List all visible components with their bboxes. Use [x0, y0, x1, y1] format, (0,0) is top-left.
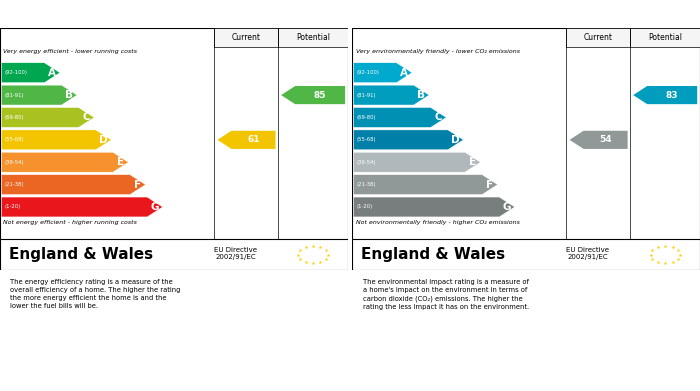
Text: Very energy efficient - lower running costs: Very energy efficient - lower running co… [4, 49, 137, 54]
Text: (55-68): (55-68) [4, 137, 24, 142]
Text: E: E [117, 157, 124, 167]
Bar [631, 28, 700, 47]
Text: A: A [400, 68, 408, 78]
Text: Energy Efficiency Rating: Energy Efficiency Rating [7, 9, 160, 19]
Polygon shape [218, 131, 276, 149]
Polygon shape [1, 152, 128, 172]
Bar [566, 28, 631, 47]
Text: C: C [435, 113, 442, 122]
Polygon shape [1, 108, 94, 127]
Polygon shape [354, 152, 480, 172]
Polygon shape [1, 130, 111, 150]
Text: (55-68): (55-68) [356, 137, 376, 142]
Polygon shape [354, 175, 498, 195]
Text: 61: 61 [247, 135, 260, 144]
Text: (92-100): (92-100) [4, 70, 27, 75]
Text: (69-80): (69-80) [356, 115, 376, 120]
Text: (69-80): (69-80) [4, 115, 24, 120]
Text: Not energy efficient - higher running costs: Not energy efficient - higher running co… [4, 220, 137, 225]
Text: England & Wales: England & Wales [360, 247, 505, 262]
Text: EU Directive
2002/91/EC: EU Directive 2002/91/EC [566, 248, 609, 260]
Polygon shape [354, 85, 429, 105]
Text: Potential: Potential [296, 33, 330, 42]
Text: (21-38): (21-38) [356, 182, 376, 187]
Text: (39-54): (39-54) [356, 160, 376, 165]
Polygon shape [1, 63, 60, 83]
Bar [214, 28, 279, 47]
Text: F: F [486, 179, 493, 190]
Text: Environmental Impact (CO₂) Rating: Environmental Impact (CO₂) Rating [359, 9, 578, 19]
Polygon shape [634, 86, 697, 104]
Text: G: G [150, 202, 159, 212]
Text: C: C [83, 113, 90, 122]
Bar [279, 28, 348, 47]
Polygon shape [354, 130, 463, 150]
Text: (81-91): (81-91) [356, 93, 376, 98]
Text: A: A [48, 68, 56, 78]
Polygon shape [570, 131, 628, 149]
Text: B: B [65, 90, 74, 100]
Text: Current: Current [232, 33, 260, 42]
Text: (81-91): (81-91) [4, 93, 24, 98]
Text: (1-20): (1-20) [356, 204, 372, 210]
Text: (1-20): (1-20) [4, 204, 20, 210]
Text: Not environmentally friendly - higher CO₂ emissions: Not environmentally friendly - higher CO… [356, 220, 519, 225]
Text: 54: 54 [599, 135, 612, 144]
Text: E: E [469, 157, 476, 167]
Text: (21-38): (21-38) [4, 182, 24, 187]
Text: F: F [134, 179, 141, 190]
Polygon shape [1, 197, 162, 217]
Polygon shape [1, 85, 77, 105]
Polygon shape [281, 86, 345, 104]
Polygon shape [354, 63, 412, 83]
Text: Current: Current [584, 33, 612, 42]
Text: B: B [417, 90, 426, 100]
Text: EU Directive
2002/91/EC: EU Directive 2002/91/EC [214, 248, 257, 260]
Text: D: D [99, 135, 108, 145]
Polygon shape [354, 197, 514, 217]
Text: The environmental impact rating is a measure of
a home's impact on the environme: The environmental impact rating is a mea… [363, 280, 528, 310]
Text: Very environmentally friendly - lower CO₂ emissions: Very environmentally friendly - lower CO… [356, 49, 519, 54]
Text: 83: 83 [666, 91, 678, 100]
Text: (92-100): (92-100) [356, 70, 379, 75]
Text: G: G [503, 202, 511, 212]
Text: Potential: Potential [648, 33, 682, 42]
Polygon shape [1, 175, 146, 195]
Text: D: D [452, 135, 460, 145]
Text: 85: 85 [314, 91, 326, 100]
Text: (39-54): (39-54) [4, 160, 24, 165]
Text: The energy efficiency rating is a measure of the
overall efficiency of a home. T: The energy efficiency rating is a measur… [10, 280, 181, 310]
Polygon shape [354, 108, 446, 127]
Text: England & Wales: England & Wales [8, 247, 153, 262]
